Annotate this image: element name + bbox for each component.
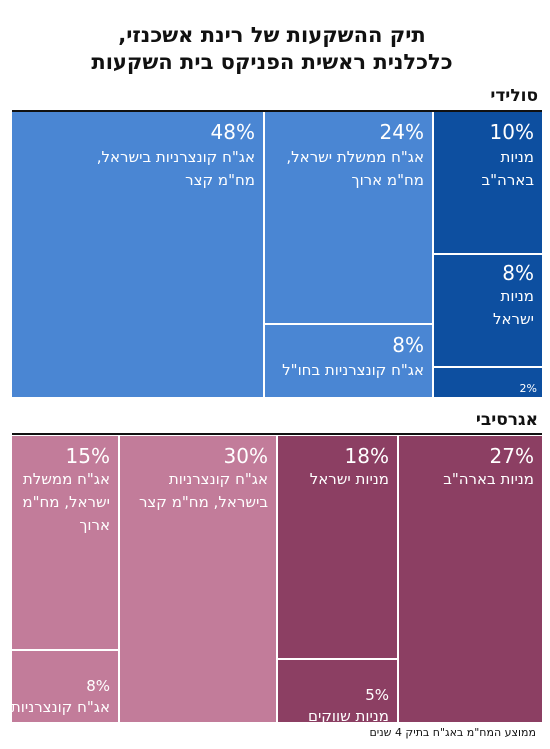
tile-pct: 24% <box>379 120 424 144</box>
tile-pct: 15% <box>65 444 110 468</box>
tile-label-text: מניות שווקים מתעוררים <box>307 707 389 746</box>
section-label-aggressive: אגרסיבי <box>475 410 538 430</box>
tile-pct: 8% <box>392 333 424 357</box>
tile-pct: 30% <box>223 444 268 468</box>
tile-label: אג"ח קונצרניות בישראל, מח"מ קצר <box>96 148 255 189</box>
chart-title-line2: כלכלנית ראשית הפניקס בית השקעות <box>91 50 453 74</box>
chart-title: תיק ההשקעות של רינת אשכנזי, כלכלנית ראשי… <box>12 22 532 76</box>
tile-aggressive-em-stocks: 5% מניות שווקים מתעוררים <box>278 660 397 746</box>
tile-aggressive-corp-bonds-abroad: 8% אג"ח קונצרניות בחו"ל <box>11 651 118 737</box>
tile-label: מניות בארה"ב <box>443 470 534 488</box>
tile-aggressive-gov-bonds: 15% אג"ח ממשלת ישראל, מח"מ ארוך <box>12 436 118 649</box>
tile-solid-israel-stocks: 8% מניות ישראל <box>434 255 542 366</box>
tile-label: מניות ישראל <box>492 287 534 328</box>
tile-pct: 48% <box>210 120 255 144</box>
tile-label: 5% מניות שווקים מתעוררים <box>277 664 389 748</box>
tile-label: אג"ח ממשלת ישראל, מח"מ ארוך <box>22 470 110 534</box>
section-label-solid: סולידי <box>490 86 538 106</box>
section-rule-aggressive <box>12 433 542 435</box>
tile-label: אג"ח קונצרניות בישראל, מח"מ קצר <box>138 470 268 511</box>
tile-pct: 18% <box>344 444 389 468</box>
tile-aggressive-us-stocks: 27% מניות בארה"ב <box>399 436 542 722</box>
tile-solid-em-stocks: 2% מניות שווקים מתעוררים <box>434 368 542 419</box>
section-rule-solid <box>12 110 542 112</box>
footnote: ממוצע המח"מ באג"ח בתיק 4 שנים <box>369 726 536 739</box>
tile-label: 8% אג"ח קונצרניות בחו"ל <box>10 655 110 739</box>
tile-label: 2% מניות שווקים מתעוררים <box>437 371 537 419</box>
tile-pct: 8% <box>502 261 534 285</box>
tile-pct: 27% <box>489 444 534 468</box>
tile-pct: 10% <box>489 120 534 144</box>
tile-label: מניות בארה"ב <box>481 148 534 189</box>
tile-label-text: מניות שווקים מתעוררים <box>477 394 537 419</box>
tile-label: אג"ח ממשלת ישראל, מח"מ ארוך <box>286 148 424 189</box>
tile-label-text: אג"ח קונצרניות בחו"ל <box>10 698 110 737</box>
tile-solid-corp-bonds-israel: 48% אג"ח קונצרניות בישראל, מח"מ קצר <box>12 112 263 397</box>
tile-pct: 5% <box>365 686 389 704</box>
tile-solid-us-stocks: 10% מניות בארה"ב <box>434 112 542 253</box>
chart-title-line1: תיק ההשקעות של רינת אשכנזי, <box>118 23 426 47</box>
tile-label: מניות ישראל <box>309 470 389 488</box>
tile-aggressive-israel-stocks: 18% מניות ישראל <box>278 436 397 658</box>
tile-solid-gov-bonds: 24% אג"ח ממשלת ישראל, מח"מ ארוך <box>265 112 432 323</box>
tile-aggressive-corp-bonds-israel: 30% אג"ח קונצרניות בישראל, מח"מ קצר <box>120 436 276 722</box>
tile-label: אג"ח קונצרניות בחו"ל <box>282 361 424 379</box>
tile-pct: 8% <box>86 677 110 695</box>
tile-solid-corp-bonds-abroad: 8% אג"ח קונצרניות בחו"ל <box>265 325 432 397</box>
tile-pct: 2% <box>519 382 537 395</box>
